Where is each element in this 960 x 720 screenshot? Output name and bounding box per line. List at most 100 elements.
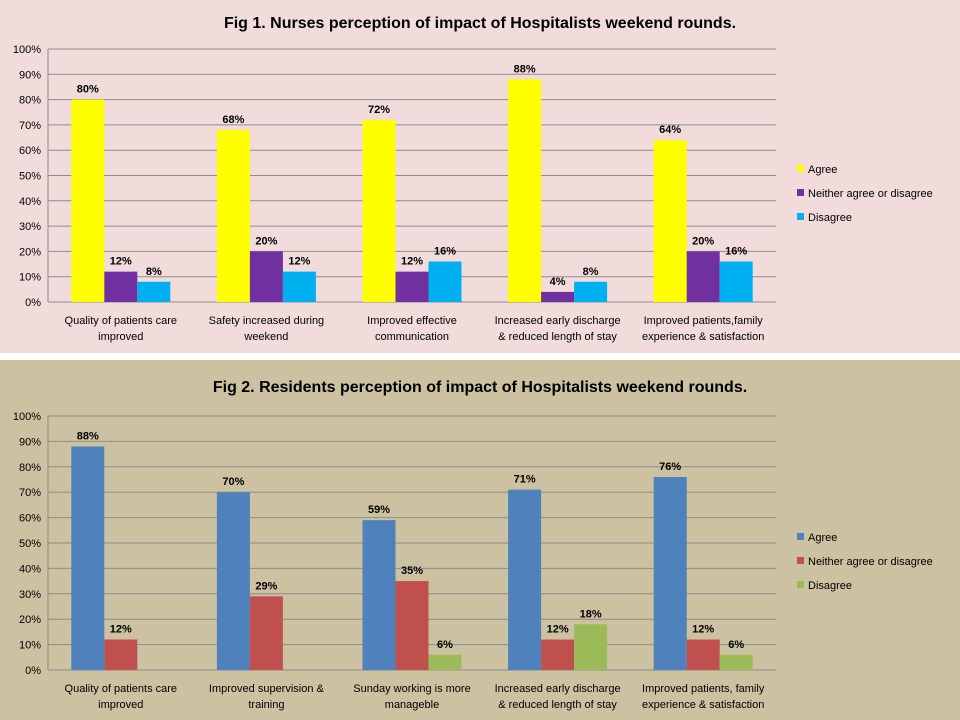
data-label: 6% [728, 639, 744, 651]
y-tick-label: 100% [13, 411, 41, 423]
legend-label: Agree [808, 164, 837, 176]
y-tick-label: 0% [25, 297, 41, 309]
bar-agree [653, 476, 687, 670]
chart-title: Fig 1. Nurses perception of impact of Ho… [224, 15, 736, 32]
y-tick-label: 70% [19, 120, 41, 132]
legend-label: Neither agree or disagree [808, 188, 933, 200]
bar-agree [653, 140, 687, 302]
category-label: Improved effective [367, 315, 457, 327]
data-label: 6% [437, 639, 453, 651]
bar-neither-agree-or-disagree [541, 639, 575, 670]
legend-swatch [797, 533, 804, 540]
data-label: 18% [580, 608, 602, 620]
category-label: Quality of patients care [65, 683, 178, 695]
legend-swatch [797, 557, 804, 564]
bar-neither-agree-or-disagree [249, 596, 283, 670]
category-label: Improved patients,family [644, 315, 764, 327]
category-label: & reduced length of stay [498, 331, 617, 343]
data-label: 20% [692, 235, 714, 247]
category-label: experience & satisfaction [642, 331, 764, 343]
data-label: 71% [514, 474, 536, 486]
y-tick-label: 30% [19, 221, 41, 233]
y-tick-label: 70% [19, 487, 41, 499]
legend: Agree Neither agree or disagree Disagree [797, 164, 933, 224]
y-tick-label: 20% [19, 246, 41, 258]
legend-label: Disagree [808, 212, 852, 224]
bar-agree [508, 79, 542, 302]
data-label: 16% [725, 246, 747, 258]
category-label: Sunday working is more [353, 683, 470, 695]
category-label: & reduced length of stay [498, 699, 617, 711]
y-tick-label: 50% [19, 538, 41, 550]
bar-neither-agree-or-disagree [686, 251, 720, 302]
chart-title: Fig 2. Residents perception of impact of… [213, 379, 747, 396]
legend-label: Agree [808, 532, 837, 544]
data-label: 72% [368, 104, 390, 116]
bar-disagree [137, 281, 171, 302]
bar-neither-agree-or-disagree [104, 639, 138, 670]
category-label: experience & satisfaction [642, 699, 764, 711]
data-label: 64% [659, 124, 681, 136]
category-label: communication [375, 331, 449, 343]
category-label: manageble [385, 699, 439, 711]
nurses-chart-panel: Fig 1. Nurses perception of impact of Ho… [0, 0, 960, 353]
bar-neither-agree-or-disagree [104, 271, 138, 302]
residents-chart-panel: Fig 2. Residents perception of impact of… [0, 360, 960, 720]
y-tick-label: 0% [25, 665, 41, 677]
data-label: 76% [659, 461, 681, 473]
bar-neither-agree-or-disagree [249, 251, 283, 302]
bar-neither-agree-or-disagree [395, 271, 429, 302]
bar-disagree [428, 261, 462, 302]
category-label: training [248, 699, 284, 711]
legend-swatch [797, 165, 804, 172]
bar-disagree [719, 261, 753, 302]
residents-bar-chart: Fig 2. Residents perception of impact of… [13, 379, 933, 711]
category-label: Increased early discharge [495, 683, 621, 695]
bar-agree [71, 99, 105, 302]
category-label: Improved supervision & [209, 683, 325, 695]
data-label: 8% [583, 266, 599, 278]
y-tick-label: 90% [19, 69, 41, 81]
y-tick-label: 60% [19, 145, 41, 157]
data-label: 12% [547, 624, 569, 636]
category-label: weekend [243, 331, 288, 343]
legend-swatch [797, 189, 804, 196]
data-label: 88% [514, 63, 536, 75]
data-label: 80% [77, 84, 99, 96]
legend-swatch [797, 581, 804, 588]
category-label: improved [98, 699, 143, 711]
y-tick-label: 100% [13, 44, 41, 56]
bar-agree [216, 129, 250, 302]
bar-neither-agree-or-disagree [395, 581, 429, 670]
y-tick-label: 40% [19, 196, 41, 208]
data-label: 12% [401, 256, 423, 268]
data-label: 70% [222, 476, 244, 488]
nurses-bar-chart: Fig 1. Nurses perception of impact of Ho… [13, 15, 933, 343]
y-tick-label: 80% [19, 95, 41, 107]
y-tick-label: 40% [19, 563, 41, 575]
y-tick-label: 10% [19, 640, 41, 652]
y-tick-label: 60% [19, 513, 41, 525]
category-label: Improved patients, family [642, 683, 765, 695]
bar-agree [216, 492, 250, 670]
data-label: 29% [255, 580, 277, 592]
data-label: 12% [110, 624, 132, 636]
data-label: 88% [77, 430, 99, 442]
y-tick-label: 10% [19, 272, 41, 284]
category-label: Safety increased during [209, 315, 325, 327]
bar-disagree [574, 281, 608, 302]
y-tick-label: 50% [19, 171, 41, 183]
data-label: 20% [255, 235, 277, 247]
bar-disagree [574, 624, 608, 670]
data-label: 12% [288, 256, 310, 268]
bar-disagree [719, 654, 753, 670]
bar-neither-agree-or-disagree [686, 639, 720, 670]
data-label: 35% [401, 565, 423, 577]
data-label: 8% [146, 266, 162, 278]
data-label: 12% [110, 256, 132, 268]
legend: Agree Neither agree or disagree Disagree [797, 532, 933, 592]
y-tick-label: 20% [19, 614, 41, 626]
legend-label: Neither agree or disagree [808, 556, 933, 568]
y-tick-label: 30% [19, 589, 41, 601]
legend-label: Disagree [808, 580, 852, 592]
